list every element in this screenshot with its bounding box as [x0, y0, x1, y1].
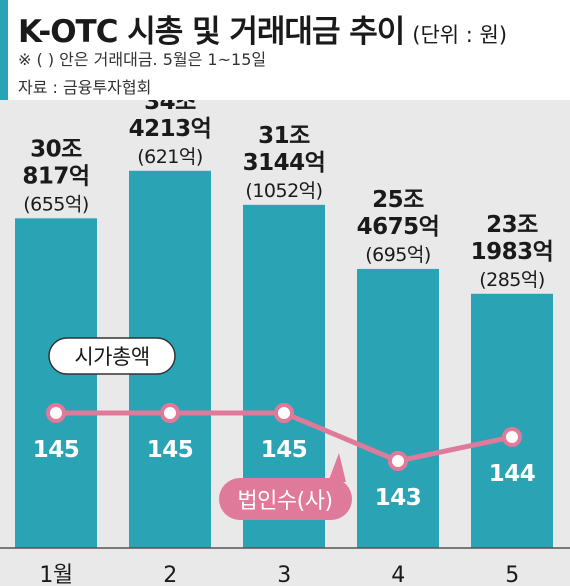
bar-5: [471, 293, 553, 548]
bar-value-line2: 817억: [22, 163, 89, 189]
chart-title: K-OTC 시총 및 거래대금 추이 (단위 : 원): [18, 6, 507, 51]
trading-value-label: (285억): [479, 269, 545, 291]
legend-pill-market-cap: [48, 337, 176, 375]
line-point-1: [46, 403, 66, 423]
bar-value-line1: 31조: [258, 123, 310, 149]
chart-note: ※ ( ) 안은 거래대금. 5월은 1~15일: [18, 50, 267, 69]
legend-label-companies: 법인수(사): [237, 489, 332, 514]
line-value-label: 144: [489, 461, 536, 487]
x-tick-label: 5: [505, 563, 519, 586]
line-value-label: 145: [147, 437, 194, 463]
plot-area: 30조 817억 (655억) 1월 34조 4213억 (621억) 2 31조 3144억 (1…: [0, 100, 570, 586]
title-accent-bar: [0, 0, 8, 100]
trading-value-label: (695억): [365, 244, 431, 266]
legend-label-market-cap: 시가총액: [74, 345, 149, 369]
line-point-5: [502, 427, 522, 447]
bar-value-line2: 4675억: [357, 214, 440, 240]
trading-value-label: (621억): [137, 146, 203, 168]
bar-1: [15, 218, 97, 548]
bar-value-line1: 30조: [30, 136, 82, 162]
line-point-2: [160, 403, 180, 423]
bar-value-line1: 34조: [144, 100, 196, 115]
x-tick-label: 4: [391, 563, 405, 586]
line-value-label: 145: [261, 437, 308, 463]
line-point-4: [388, 451, 408, 471]
bar-value-line2: 1983억: [471, 239, 554, 265]
bar-value-line2: 3144억: [243, 150, 326, 176]
x-tick-label: 1월: [39, 563, 72, 586]
line-value-label: 143: [375, 485, 422, 511]
bar-4: [357, 268, 439, 548]
chart-source: 자료 : 금융투자협회: [18, 78, 152, 97]
legend-pill-companies: [219, 478, 352, 520]
chart-title-text: K-OTC 시총 및 거래대금 추이: [18, 14, 405, 50]
line-value-label: 145: [33, 437, 80, 463]
bar-value-line1: 23조: [486, 212, 538, 238]
bar-value-line1: 25조: [372, 187, 424, 213]
line-point-3: [274, 403, 294, 423]
legend-pointer-line: [328, 453, 346, 482]
trading-value-label: (655억): [23, 193, 89, 215]
trading-value-label: (1052억): [245, 180, 322, 202]
x-tick-label: 3: [277, 563, 291, 586]
bar-value-line2: 4213억: [129, 116, 212, 142]
unit-label: (단위 : 원): [412, 23, 508, 47]
x-tick-label: 2: [163, 563, 177, 586]
